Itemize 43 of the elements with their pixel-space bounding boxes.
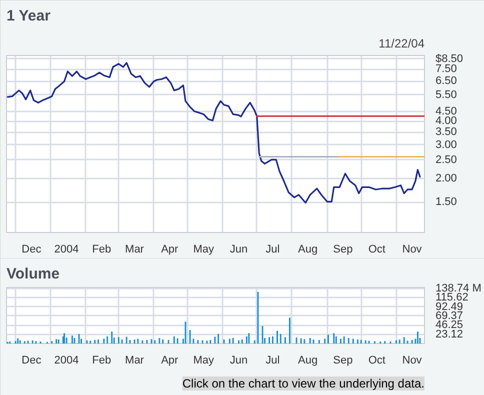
x-tick-label: Nov: [402, 354, 422, 366]
x-tick-label: Mar: [125, 244, 144, 256]
y-tick-label: 2.50: [436, 154, 457, 166]
x-tick-label: Apr: [161, 354, 179, 366]
x-tick-label: Jul: [266, 354, 280, 366]
x-tick-label: Feb: [92, 244, 112, 256]
y-tick-label: 7.50: [436, 63, 457, 76]
y-tick-label: 2.00: [436, 172, 457, 184]
x-tick-label: Nov: [402, 244, 422, 256]
x-tick-label: Sep: [333, 354, 353, 366]
x-tick-label: May: [193, 354, 214, 366]
x-tick-label: Aug: [298, 354, 318, 366]
chart-subtitle: 11/22/04: [378, 36, 425, 50]
x-tick-label: 2004: [54, 244, 79, 256]
x-tick-label: Jun: [230, 244, 248, 256]
y-tick-label: 4.50: [436, 105, 457, 118]
x-tick-label: Aug: [298, 244, 318, 256]
y-tick-label: 4.00: [436, 115, 457, 128]
x-tick-label: 2004: [54, 354, 79, 366]
x-tick-label: Mar: [125, 354, 144, 366]
x-tick-label: Jul: [266, 244, 280, 256]
x-tick-label: Dec: [22, 354, 42, 366]
y-tick-label: $8.50: [436, 52, 464, 65]
y-tick-label: 138.74 M: [436, 282, 482, 294]
y-tick-label: 6.50: [436, 75, 457, 88]
x-tick-label: May: [193, 244, 214, 256]
chart-title: 1 Year: [6, 8, 51, 24]
x-tick-label: Oct: [368, 244, 386, 256]
y-tick-label: 5.50: [436, 88, 457, 101]
x-tick-label: Apr: [161, 244, 179, 256]
y-tick-label: 69.37: [436, 310, 464, 322]
x-tick-label: Sep: [333, 244, 353, 256]
y-tick-label: 23.12: [436, 328, 464, 340]
y-tick-label: 3.00: [436, 138, 457, 151]
x-tick-label: Oct: [368, 354, 386, 366]
text: Click on the chart to view the underlying data.: [182, 376, 425, 390]
x-tick-label: Dec: [22, 244, 42, 256]
line-series: [6, 62, 421, 204]
x-tick-label: Feb: [92, 354, 112, 366]
y-tick-label: 3.50: [436, 126, 457, 138]
x-tick-label: Jun: [230, 354, 248, 366]
y-tick-label: 1.50: [436, 196, 457, 208]
chart-title: Volume: [6, 266, 60, 282]
